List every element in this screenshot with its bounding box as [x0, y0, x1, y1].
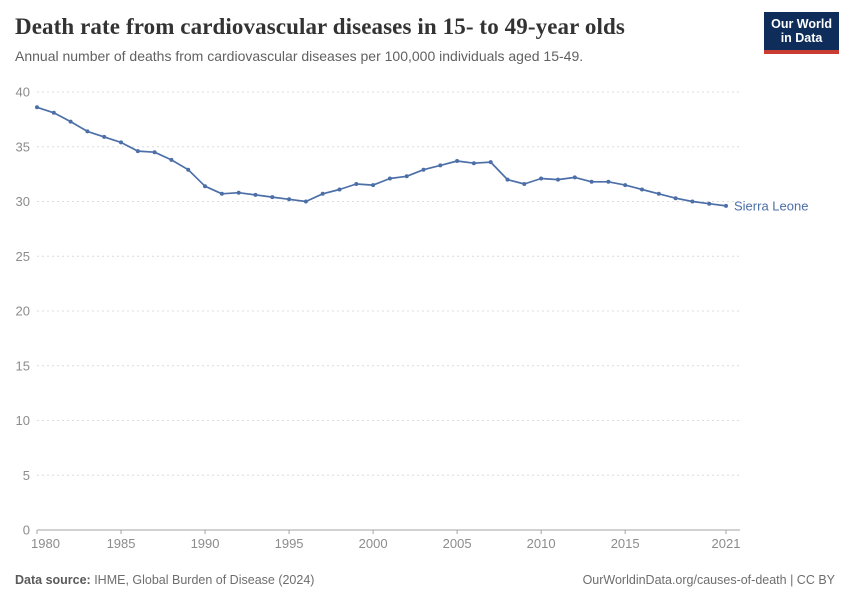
- data-point: [606, 179, 611, 184]
- y-tick-label-15: 15: [16, 358, 30, 373]
- data-point: [320, 191, 325, 196]
- owid-logo-line1: Our World: [771, 17, 832, 31]
- data-point: [471, 161, 476, 166]
- data-point: [505, 177, 510, 182]
- owid-logo-line2: in Data: [780, 31, 823, 46]
- data-point: [404, 174, 409, 179]
- y-tick-label-25: 25: [16, 249, 30, 264]
- data-point: [337, 187, 342, 192]
- x-tick-label-1980: 1980: [31, 536, 60, 551]
- data-point: [371, 183, 376, 188]
- chart-footer: Data source: IHME, Global Burden of Dise…: [15, 573, 835, 587]
- y-tick-label-20: 20: [16, 304, 30, 319]
- data-point: [640, 187, 644, 192]
- data-point: [303, 199, 308, 204]
- data-point: [522, 182, 527, 186]
- y-tick-label-40: 40: [16, 85, 30, 100]
- y-tick-label-0: 0: [23, 523, 30, 538]
- data-point: [556, 177, 560, 182]
- data-source-text: IHME, Global Burden of Disease (2024): [90, 573, 315, 587]
- data-point: [690, 199, 695, 204]
- data-point: [421, 167, 426, 172]
- data-point: [253, 192, 258, 197]
- series-label: Sierra Leone: [734, 198, 808, 213]
- x-tick-label-1985: 1985: [107, 536, 136, 551]
- data-point: [623, 183, 628, 188]
- x-tick-label-2005: 2005: [443, 536, 472, 551]
- owid-credit-link[interactable]: OurWorldinData.org/causes-of-death | CC …: [582, 573, 835, 587]
- data-point: [673, 196, 678, 201]
- data-source-note: Data source: IHME, Global Burden of Dise…: [15, 573, 314, 587]
- data-point: [589, 179, 594, 184]
- data-point: [707, 201, 712, 206]
- data-point: [169, 157, 174, 162]
- data-point: [203, 184, 207, 189]
- x-tick-label-2010: 2010: [527, 536, 556, 551]
- data-point: [85, 129, 90, 134]
- data-point: [270, 195, 275, 200]
- chart-subtitle: Annual number of deaths from cardiovascu…: [15, 47, 584, 64]
- chart-header: Death rate from cardiovascular diseases …: [15, 13, 755, 65]
- data-point: [186, 167, 191, 172]
- data-point: [35, 105, 39, 110]
- series-line-0: [36, 106, 727, 207]
- y-tick-label-35: 35: [16, 139, 30, 154]
- data-point: [438, 163, 443, 168]
- data-point: [135, 149, 140, 154]
- data-point: [287, 197, 292, 202]
- data-point: [102, 134, 107, 139]
- data-point: [119, 140, 123, 145]
- data-source-label: Data source:: [15, 573, 91, 587]
- y-tick-label-10: 10: [16, 413, 30, 428]
- data-point: [68, 119, 73, 124]
- data-point: [539, 176, 544, 181]
- data-point: [354, 182, 359, 186]
- data-point: [572, 175, 577, 180]
- x-tick-label-2000: 2000: [359, 536, 388, 551]
- data-point: [152, 150, 157, 155]
- x-tick-label-1990: 1990: [191, 536, 220, 551]
- x-tick-label-2021: 2021: [712, 536, 741, 551]
- data-point: [236, 190, 241, 195]
- page-title: Death rate from cardiovascular diseases …: [15, 14, 625, 39]
- y-tick-label-5: 5: [23, 468, 30, 483]
- data-point: [455, 159, 460, 163]
- data-point: [724, 203, 728, 208]
- data-point: [219, 191, 224, 196]
- x-tick-label-1995: 1995: [275, 536, 304, 551]
- x-tick-label-2015: 2015: [611, 536, 640, 551]
- y-tick-label-30: 30: [16, 194, 30, 209]
- data-point: [387, 176, 392, 181]
- data-point: [656, 191, 661, 196]
- data-point: [488, 160, 493, 165]
- data-point: [51, 110, 56, 115]
- owid-logo: Our World in Data: [764, 12, 839, 54]
